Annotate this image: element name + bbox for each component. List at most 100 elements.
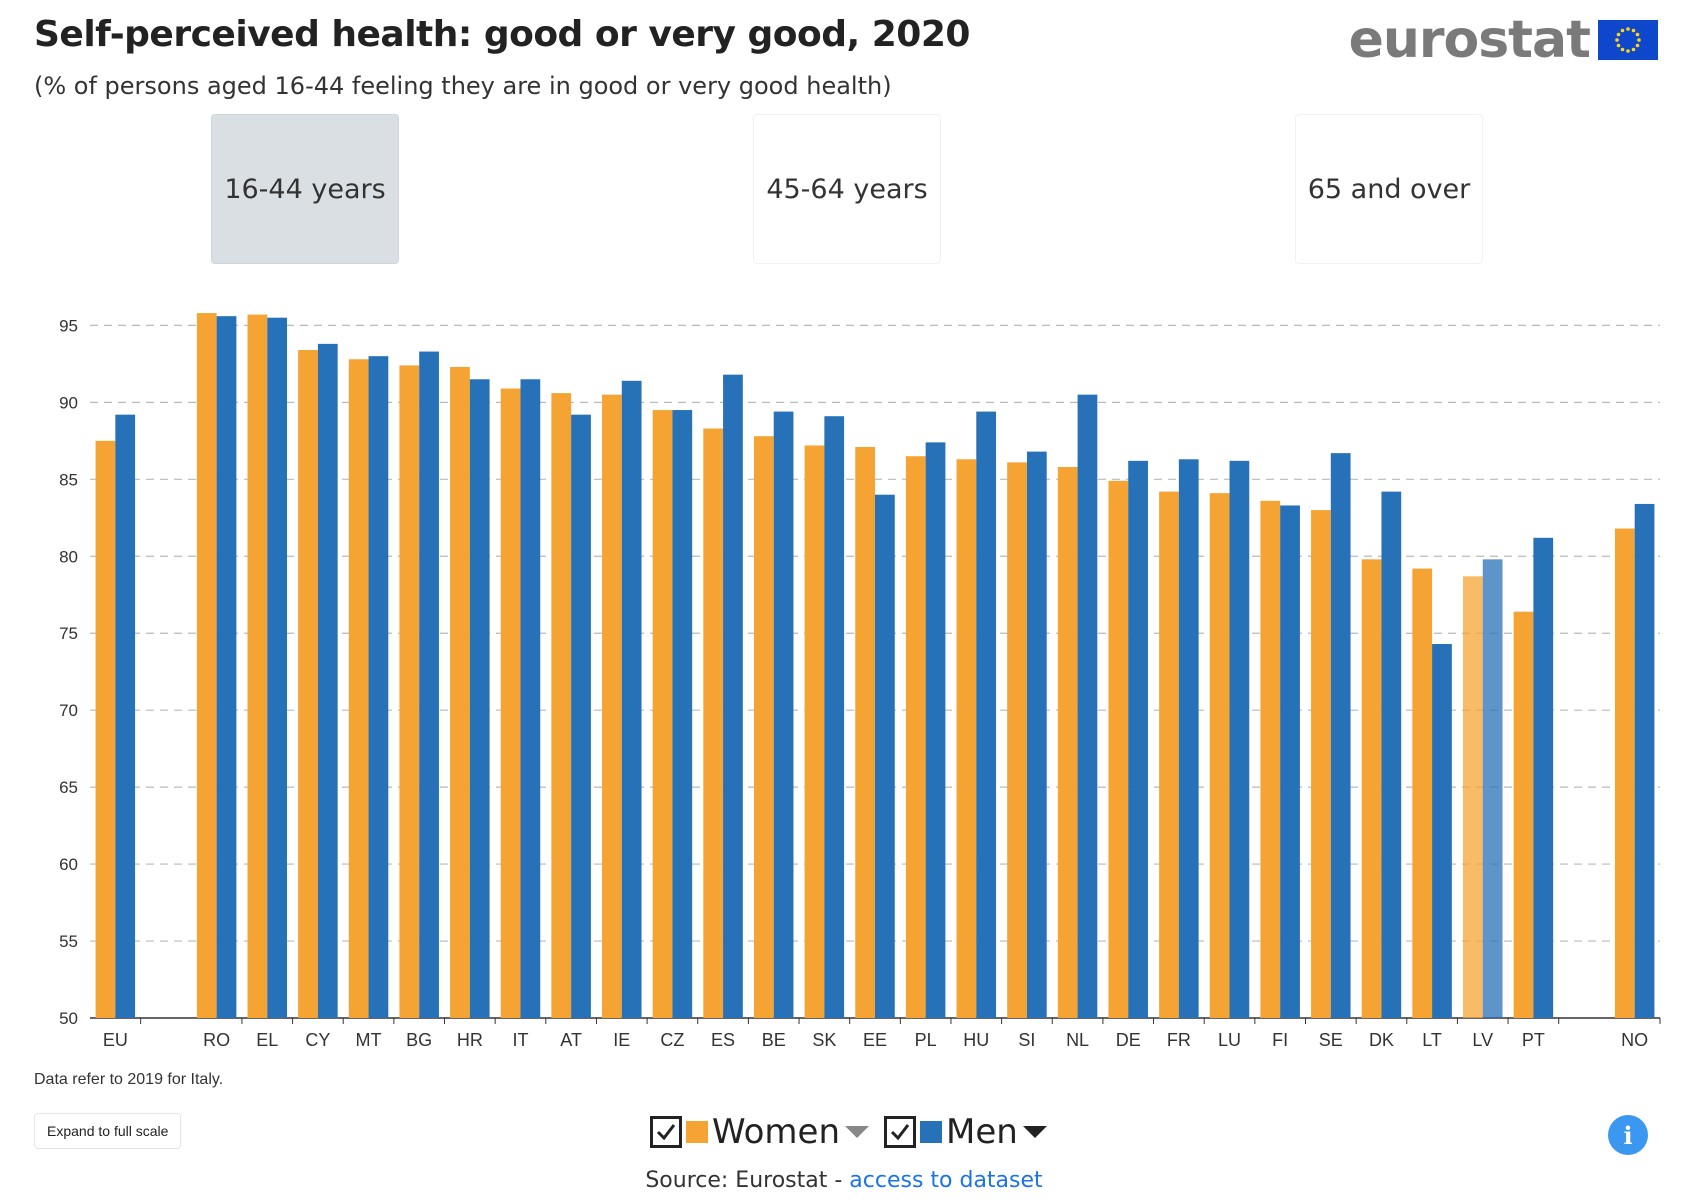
bar-women-dk <box>1361 559 1382 1018</box>
bar-men-lt <box>1432 643 1452 1018</box>
x-tick-label: CZ <box>660 1030 684 1050</box>
bar-women-hu <box>956 459 977 1018</box>
tab-65-and-over[interactable]: 65 and over <box>1295 114 1483 264</box>
bar-women-ro <box>196 313 217 1018</box>
x-tick-label: HU <box>963 1030 989 1050</box>
x-tick-label: ES <box>711 1030 735 1050</box>
bar-men-no <box>1634 503 1655 1018</box>
source-text: Source: Eurostat - <box>645 1168 850 1193</box>
bar-men-bg <box>419 351 439 1018</box>
checkmark-icon <box>890 1124 910 1141</box>
bar-men-ie <box>621 380 642 1018</box>
bar-women-cz <box>652 410 673 1019</box>
bar-men-pt <box>1533 537 1554 1018</box>
bar-women-se <box>1311 510 1331 1018</box>
x-tick-label: PL <box>915 1030 937 1050</box>
eu-flag-icon <box>1598 20 1658 60</box>
bar-women-lt <box>1412 568 1433 1018</box>
info-icon: i <box>1623 1120 1633 1150</box>
tab-45-64-years[interactable]: 45-64 years <box>753 114 941 264</box>
bar-chart: 50 55 60 65 70 75 80 85 90 95 EU RO EL CY MT BG HR IT AT IE… <box>59 313 1661 1050</box>
x-tick-label: EU <box>103 1030 128 1050</box>
bar-men-dk <box>1381 491 1402 1018</box>
x-tick-label: SE <box>1319 1030 1343 1050</box>
bar-men-si <box>1026 451 1047 1019</box>
legend-item-men[interactable]: Men <box>884 1112 1048 1152</box>
x-tick-label: RO <box>203 1030 230 1050</box>
x-tick-label: FI <box>1272 1030 1288 1050</box>
bar-women-cy <box>298 350 318 1018</box>
bar-men-sk <box>824 416 845 1018</box>
bar-women-lv <box>1462 576 1483 1018</box>
men-swatch <box>920 1121 943 1143</box>
women-swatch <box>686 1121 708 1143</box>
x-tick-label: HR <box>457 1030 483 1050</box>
bar-women-fr <box>1159 491 1179 1018</box>
y-tick-label: 60 <box>59 855 78 874</box>
bar-men-nl <box>1077 394 1098 1018</box>
y-tick-label: 95 <box>59 316 78 335</box>
bar-women-it <box>500 388 521 1018</box>
bar-men-pl <box>925 442 946 1018</box>
bar-men-hu <box>976 411 997 1018</box>
x-tick-label: EE <box>863 1030 887 1050</box>
logo-text: eurostat <box>1348 10 1591 70</box>
bar-women-el <box>247 314 268 1018</box>
bar-men-cy <box>317 343 338 1019</box>
x-tick-label: BE <box>762 1030 786 1050</box>
bar-men-at <box>571 414 591 1018</box>
bar-men-it <box>520 379 541 1018</box>
women-checkbox[interactable] <box>650 1116 682 1148</box>
bar-men-se <box>1330 453 1351 1018</box>
legend-item-women[interactable]: Women <box>650 1112 870 1152</box>
expand-full-scale-button[interactable]: Expand to full scale <box>34 1113 182 1149</box>
y-tick-label: 70 <box>59 701 78 720</box>
source-line: Source: Eurostat - access to dataset <box>0 1168 1688 1193</box>
chevron-down-icon[interactable] <box>1022 1124 1048 1140</box>
bar-women-eu <box>95 440 116 1019</box>
chart-title: Self-perceived health: good or very good… <box>34 14 970 55</box>
bar-women-es <box>703 428 724 1018</box>
x-tick-label: EL <box>256 1030 278 1050</box>
y-tick-label: 65 <box>59 778 78 797</box>
legend-label-men: Men <box>946 1112 1018 1152</box>
bar-men-hr <box>469 379 490 1018</box>
y-tick-label: 50 <box>59 1009 78 1028</box>
x-tick-label: IE <box>613 1030 630 1050</box>
x-tick-label: IT <box>512 1030 528 1050</box>
x-tick-label: MT <box>356 1030 382 1050</box>
bar-women-ie <box>602 394 622 1018</box>
bar-women-at <box>551 393 572 1018</box>
men-checkbox[interactable] <box>884 1116 917 1148</box>
x-tick-label: DE <box>1116 1030 1141 1050</box>
y-tick-label: 55 <box>59 932 78 951</box>
x-tick-label: CY <box>305 1030 330 1050</box>
bar-men-es <box>723 374 743 1019</box>
y-tick-label: 75 <box>59 624 78 643</box>
x-tick-label: DK <box>1369 1030 1394 1050</box>
bar-women-mt <box>348 359 369 1018</box>
chevron-down-icon[interactable] <box>844 1124 870 1140</box>
bar-women-pl <box>905 456 926 1018</box>
x-tick-label: PT <box>1522 1030 1545 1050</box>
bar-women-hr <box>450 366 470 1018</box>
x-tick-label: SI <box>1018 1030 1035 1050</box>
bar-men-de <box>1128 460 1148 1018</box>
access-dataset-link[interactable]: access to dataset <box>849 1168 1043 1193</box>
y-tick-label: 80 <box>59 547 78 566</box>
chart-note: Data refer to 2019 for Italy. <box>34 1071 224 1088</box>
bar-women-bg <box>399 365 420 1018</box>
bar-men-el <box>267 317 288 1018</box>
eurostat-logo: eurostat <box>1349 10 1658 70</box>
y-tick-label: 85 <box>59 470 78 489</box>
x-tick-label: LV <box>1472 1030 1493 1050</box>
checkmark-icon <box>656 1124 676 1141</box>
tab-16-44-years[interactable]: 16-44 years <box>211 114 399 264</box>
bar-men-eu <box>115 414 136 1018</box>
bar-women-ee <box>855 446 875 1018</box>
bar-men-fr <box>1178 459 1199 1018</box>
bar-men-lu <box>1229 460 1250 1018</box>
bar-women-pt <box>1513 611 1534 1018</box>
x-tick-label: NL <box>1066 1030 1089 1050</box>
info-button[interactable]: i <box>1608 1115 1648 1155</box>
